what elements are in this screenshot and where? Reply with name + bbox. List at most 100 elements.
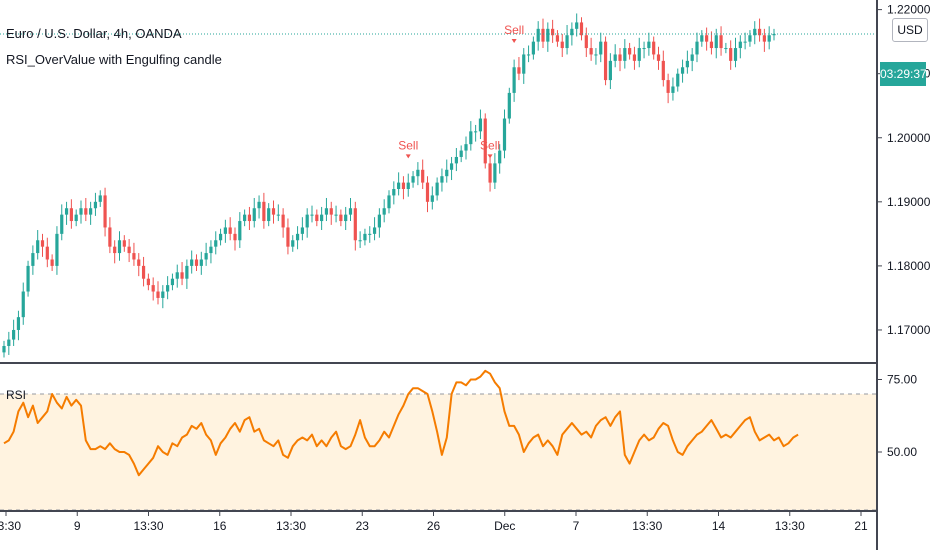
candle-body <box>459 150 463 157</box>
candle-body <box>310 214 314 216</box>
candle-body <box>353 208 357 241</box>
candle-body <box>31 253 35 266</box>
candle-body <box>661 60 665 81</box>
candle-body <box>589 48 593 55</box>
candle-body <box>748 35 752 42</box>
candle-body <box>555 35 560 42</box>
candle-body <box>84 208 88 215</box>
candle-body <box>79 208 83 215</box>
candle-body <box>502 118 507 151</box>
time-tick-label: 13:30 <box>0 519 21 533</box>
candle-body <box>21 291 25 318</box>
candle-body <box>709 41 714 49</box>
candle-body <box>69 208 73 222</box>
candle-body <box>214 240 218 247</box>
candle-body <box>570 28 574 36</box>
candle-body <box>440 176 444 183</box>
candle-body <box>541 28 545 42</box>
candle-body <box>363 233 367 241</box>
indicator-title[interactable]: RSI_OverValue with Engulfing candle <box>6 52 222 67</box>
sell-signal-label: Sell <box>504 23 524 37</box>
rsi-line <box>3 369 799 477</box>
candle-body <box>74 214 78 222</box>
candle-body <box>60 214 64 234</box>
candle-body <box>608 60 612 81</box>
candle-body <box>16 317 21 330</box>
time-tick-label: 13:30 <box>133 519 163 533</box>
candle-body <box>324 208 329 215</box>
candle-body <box>551 28 555 36</box>
candle-body <box>146 278 150 286</box>
candle-body <box>435 182 439 196</box>
candle-body <box>127 246 131 254</box>
candle-body <box>647 41 651 49</box>
candle-body <box>122 240 126 247</box>
candle-body <box>743 41 747 43</box>
candle-body <box>387 195 391 209</box>
candle-body <box>517 67 521 74</box>
candle-body <box>397 182 401 190</box>
candle-body <box>204 253 208 260</box>
time-tick-label: 7 <box>573 519 580 533</box>
candle-body <box>714 35 718 49</box>
candle-body <box>161 291 165 298</box>
candle-body <box>469 131 473 145</box>
candle-body <box>623 48 627 61</box>
candle-body <box>170 278 175 286</box>
candle-body <box>680 67 685 74</box>
candle-body <box>628 48 632 55</box>
candle-body <box>151 285 155 292</box>
time-tick-label: 13:30 <box>632 519 662 533</box>
price-pane[interactable]: Sell Sell Sell <box>0 13 877 358</box>
candle-body <box>656 54 661 61</box>
candle-body <box>425 182 430 202</box>
sell-signal-arrow <box>511 39 517 44</box>
candle-body <box>488 163 492 183</box>
price-tick-label: 1.18000 <box>887 259 931 273</box>
time-tick-label: Dec <box>494 519 515 533</box>
rsi-pane[interactable] <box>0 369 877 511</box>
price-tick-label: 1.20000 <box>887 131 931 145</box>
candle-body <box>421 169 425 183</box>
candle-body <box>536 28 540 42</box>
candle-body <box>368 233 372 235</box>
price-tick-label: 1.22000 <box>887 3 931 17</box>
candle-body <box>93 201 98 209</box>
candle-body <box>141 265 146 279</box>
symbol-title[interactable]: Euro / U.S. Dollar, 4h, OANDA <box>6 26 182 41</box>
candle-body <box>507 92 511 119</box>
time-tick-label: 13:30 <box>775 519 805 533</box>
candle-body <box>113 246 117 254</box>
candle-body <box>382 208 386 215</box>
price-tick-label: 1.19000 <box>887 195 931 209</box>
rsi-band <box>0 394 877 510</box>
candle-body <box>12 329 16 340</box>
candle-body <box>36 240 40 254</box>
candle-body <box>233 233 237 241</box>
candle-body <box>445 169 449 177</box>
time-tick-label: 14 <box>712 519 726 533</box>
candle-body <box>291 240 295 247</box>
candle-body <box>334 214 338 216</box>
candle-body <box>613 54 617 61</box>
candle-body <box>98 195 102 202</box>
candle-body <box>454 156 458 164</box>
candle-body <box>45 246 49 260</box>
candle-body <box>243 214 247 222</box>
candle-body <box>531 41 535 55</box>
candle-body <box>512 67 516 93</box>
currency-badge[interactable]: USD <box>892 18 928 42</box>
candle-body <box>719 35 723 49</box>
rsi-pane-label[interactable]: RSI <box>6 388 27 402</box>
candle-body <box>632 54 637 61</box>
candle-body <box>64 208 69 215</box>
candle-body <box>281 214 285 228</box>
candle-body <box>218 233 223 241</box>
candle-body <box>252 208 256 222</box>
candle-body <box>320 214 324 222</box>
candle-body <box>772 33 776 36</box>
sell-signal-label: Sell <box>398 138 418 152</box>
candle-body <box>55 233 59 266</box>
candle-body <box>652 41 656 55</box>
